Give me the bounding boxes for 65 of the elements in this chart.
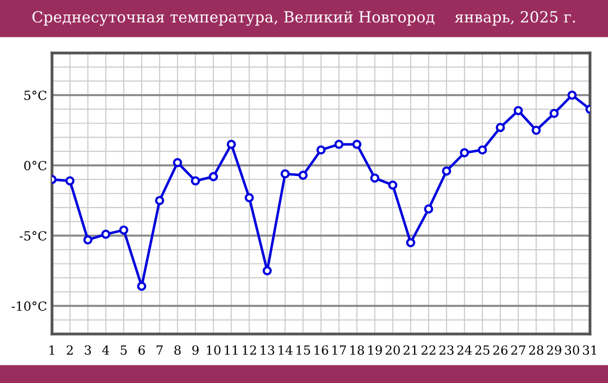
point (567, 90, 577, 100)
x-tick-label: 1 (50, 345, 54, 355)
y-tick-label: -10°C (12, 301, 46, 311)
x-tick-label: 7 (156, 345, 163, 355)
point (101, 230, 110, 239)
x-tick-label: 11 (224, 345, 238, 355)
x-tick-label: 8 (174, 345, 181, 355)
point (550, 108, 559, 118)
x-tick-label: 3 (84, 345, 91, 355)
x-tick-label: 19 (368, 345, 382, 355)
point (460, 148, 470, 158)
point (172, 158, 182, 168)
point (65, 176, 75, 186)
x-tick-label: 27 (511, 345, 526, 355)
y-tick-label: -5°C (20, 231, 46, 241)
x-tick-label: 4 (102, 345, 110, 355)
x-tick-label: 12 (242, 345, 256, 355)
point (424, 204, 434, 214)
point (388, 180, 398, 190)
point (442, 166, 452, 176)
x-tick-label: 14 (278, 345, 292, 355)
x-tick-label: 6 (138, 345, 145, 355)
point (352, 140, 362, 149)
chart-title: Среднесуточная температура, Великий Новгород январь, 2025 г. (32, 10, 575, 26)
point (370, 173, 380, 183)
point (316, 145, 326, 155)
x-tick-label: 16 (314, 345, 328, 355)
point (496, 122, 505, 132)
point (155, 196, 164, 206)
x-tick-label: 29 (547, 345, 562, 355)
point (280, 169, 290, 178)
x-tick-label: 31 (583, 345, 596, 355)
x-tick-label: 21 (404, 345, 417, 355)
point (208, 172, 218, 182)
x-tick-label: 10 (206, 345, 221, 355)
x-tick-label: 5 (120, 345, 127, 355)
point (262, 266, 272, 276)
x-tick-label: 9 (192, 345, 199, 355)
point (83, 235, 92, 244)
x-tick-label: 22 (421, 345, 436, 355)
x-tick-label: 20 (386, 345, 400, 355)
x-tick-label: 23 (439, 345, 454, 355)
x-tick-label: 17 (332, 345, 346, 355)
x-tick-label: 25 (475, 345, 490, 355)
point (514, 106, 523, 116)
x-tick-label: 13 (260, 345, 274, 355)
x-tick-label: 24 (457, 345, 472, 355)
point (532, 126, 541, 135)
point (137, 282, 146, 291)
point (244, 193, 254, 202)
x-tick-label: 28 (529, 345, 544, 355)
x-tick-label: 30 (565, 345, 580, 355)
x-tick-label: 2 (66, 345, 73, 355)
x-tick-label: 26 (493, 345, 508, 355)
y-tick-label: 5°C (24, 90, 46, 100)
x-tick-label: 15 (296, 345, 310, 355)
point (226, 140, 236, 149)
point (334, 140, 344, 149)
point (119, 225, 128, 235)
point (406, 238, 416, 248)
x-tick-label: 18 (350, 345, 364, 355)
point (190, 176, 200, 186)
y-tick-label: 0°C (24, 160, 46, 170)
point (298, 170, 308, 180)
point (478, 145, 487, 155)
